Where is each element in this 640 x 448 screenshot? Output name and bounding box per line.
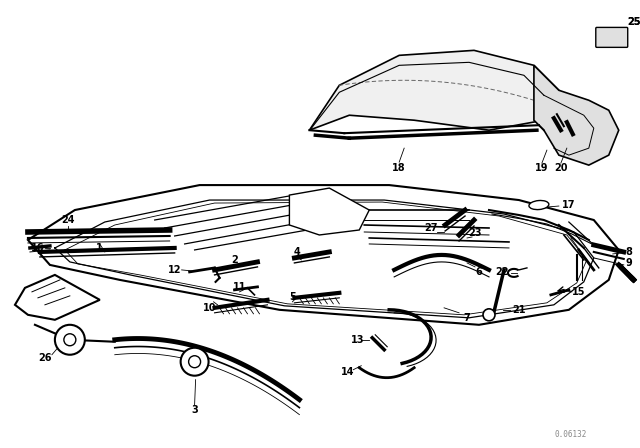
Text: 16: 16: [31, 243, 45, 253]
Polygon shape: [309, 50, 559, 130]
Text: 20: 20: [554, 163, 568, 173]
Text: 23: 23: [468, 228, 482, 238]
Text: 22: 22: [495, 267, 509, 277]
Text: 6: 6: [476, 267, 483, 277]
Text: 11: 11: [233, 282, 246, 292]
Text: 25: 25: [627, 17, 640, 27]
Text: 1: 1: [97, 243, 103, 253]
Text: 8: 8: [625, 247, 632, 257]
Polygon shape: [534, 65, 619, 165]
Text: 26: 26: [38, 353, 52, 363]
Text: 2: 2: [231, 255, 238, 265]
Polygon shape: [15, 275, 100, 320]
Text: 7: 7: [463, 313, 470, 323]
Text: 21: 21: [512, 305, 525, 315]
Circle shape: [64, 334, 76, 346]
Circle shape: [55, 325, 85, 355]
Text: 13: 13: [351, 335, 364, 345]
Text: 15: 15: [572, 287, 586, 297]
Text: 14: 14: [340, 367, 354, 377]
Polygon shape: [28, 185, 619, 325]
Circle shape: [180, 348, 209, 376]
Text: 17: 17: [562, 200, 575, 210]
Text: 19: 19: [535, 163, 548, 173]
Text: 0.06132: 0.06132: [555, 430, 587, 439]
Text: 9: 9: [625, 258, 632, 268]
Circle shape: [189, 356, 200, 368]
Text: 3: 3: [191, 405, 198, 414]
Ellipse shape: [529, 201, 549, 210]
Text: 12: 12: [168, 265, 181, 275]
Text: 5: 5: [289, 292, 296, 302]
Text: 24: 24: [61, 215, 75, 225]
Circle shape: [483, 309, 495, 321]
FancyBboxPatch shape: [596, 27, 628, 47]
Text: 25: 25: [627, 17, 640, 27]
Text: 10: 10: [203, 303, 216, 313]
Text: 27: 27: [424, 223, 438, 233]
Text: 18: 18: [392, 163, 406, 173]
Polygon shape: [289, 188, 369, 235]
Text: 4: 4: [294, 247, 301, 257]
